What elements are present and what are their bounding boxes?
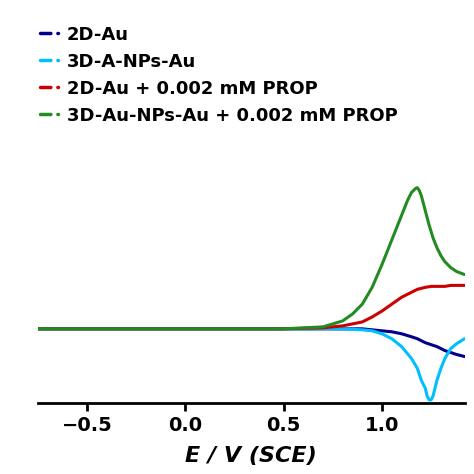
X-axis label: E / V (SCE): E / V (SCE) [185, 446, 317, 466]
Legend: 2D-Au, 3D-A-NPs-Au, 2D-Au + 0.002 mM PROP, 3D-Au-NPs-Au + 0.002 mM PROP: 2D-Au, 3D-A-NPs-Au, 2D-Au + 0.002 mM PRO… [33, 18, 405, 132]
